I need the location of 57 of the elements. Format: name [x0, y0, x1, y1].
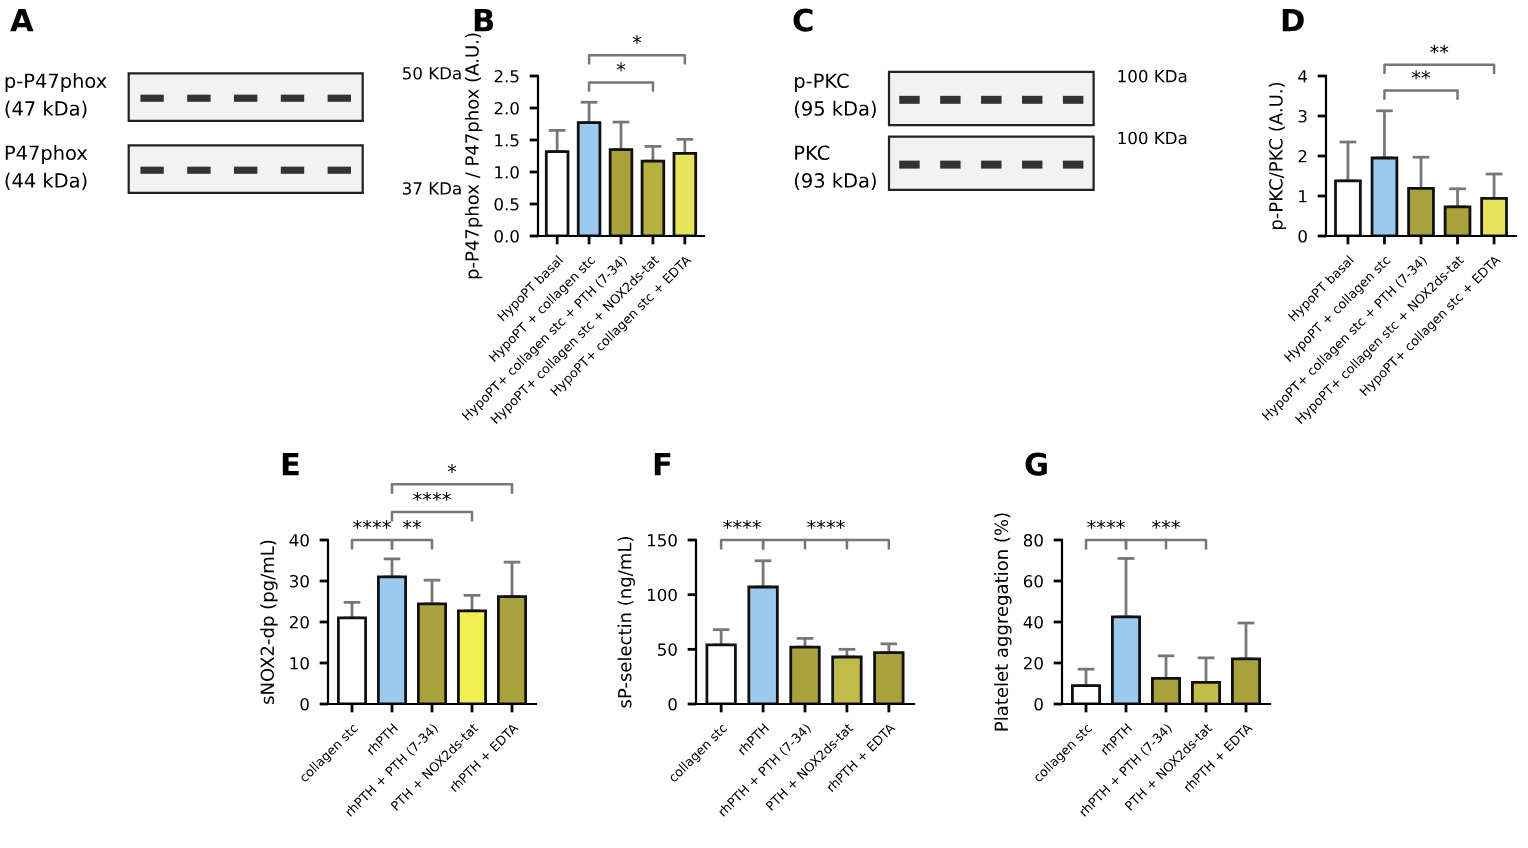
- y-axis-title: p-P47phox / P47phox (A.U.): [464, 33, 483, 279]
- y-tick-label: 100: [647, 588, 677, 602]
- y-axis-title: sP-selectin (ng/mL): [617, 537, 636, 708]
- y-tick-label: 0: [668, 697, 677, 711]
- text: **: [402, 519, 422, 529]
- y-axis-title: Platelet aggregation (%): [994, 513, 1012, 731]
- y-tick-label: 2.0: [494, 101, 519, 115]
- y-tick-label: 150: [647, 533, 677, 547]
- y-tick-label: 1.0: [495, 165, 519, 179]
- text: ****: [1087, 519, 1125, 529]
- text: ****: [723, 519, 761, 529]
- annotation: **: [1411, 70, 1431, 80]
- y-tick-label: 1: [1299, 190, 1307, 203]
- y-tick-label: 0: [300, 697, 309, 711]
- y-tick-label: 10: [290, 656, 309, 670]
- text: 50 KDa: [402, 66, 461, 80]
- y-tick-label: 0.0: [494, 229, 519, 243]
- y-tick-label: 20: [1023, 656, 1043, 670]
- text: *: [447, 464, 457, 473]
- text: ****: [807, 519, 845, 529]
- chart-title: F: [654, 452, 671, 476]
- y-tick-label: 40: [1023, 615, 1043, 629]
- text: 37 KDa: [402, 182, 461, 195]
- y-tick-label: 1.5: [495, 134, 519, 147]
- text: PKC (93 kDa): [794, 145, 876, 191]
- text: ***: [1152, 519, 1180, 529]
- chart-title: D: [1282, 8, 1304, 32]
- y-tick-label: 0.5: [494, 197, 519, 211]
- text: ****: [353, 519, 391, 529]
- y-tick-label: 2.5: [494, 69, 519, 83]
- text: P47phox (44 kDa): [5, 145, 88, 191]
- y-tick-label: 60: [1023, 574, 1043, 588]
- y-tick-label: 80: [1023, 533, 1043, 547]
- y-axis-title: p-PKC/PKC (A.U.): [1268, 82, 1287, 230]
- text: **: [1430, 44, 1449, 54]
- text: ****: [413, 492, 451, 501]
- chart-title: E: [282, 452, 299, 476]
- chart-title: B: [474, 8, 494, 32]
- text: C: [793, 8, 813, 32]
- y-tick-label: 50: [658, 643, 677, 656]
- y-tick-label: 3: [1298, 109, 1307, 123]
- y-axis-title: sNOX2-dp (pg/mL): [260, 540, 278, 704]
- y-tick-label: 2: [1298, 149, 1307, 163]
- text: p-P47phox (47 kDa): [5, 73, 107, 119]
- y-tick-label: 0: [1034, 697, 1043, 711]
- y-tick-label: 4: [1298, 70, 1308, 83]
- chart-title: G: [1025, 452, 1047, 476]
- y-tick-label: 20: [289, 615, 309, 629]
- text: 100 KDa: [1118, 69, 1187, 83]
- y-tick-label: 0: [1298, 229, 1307, 243]
- text: p-PKC (95 kDa): [794, 73, 876, 119]
- text: *: [616, 62, 626, 72]
- text: A: [10, 8, 34, 32]
- text: *: [632, 35, 642, 44]
- y-tick-label: 30: [290, 574, 309, 588]
- text: 100 KDa: [1118, 131, 1187, 145]
- y-tick-label: 40: [289, 533, 309, 547]
